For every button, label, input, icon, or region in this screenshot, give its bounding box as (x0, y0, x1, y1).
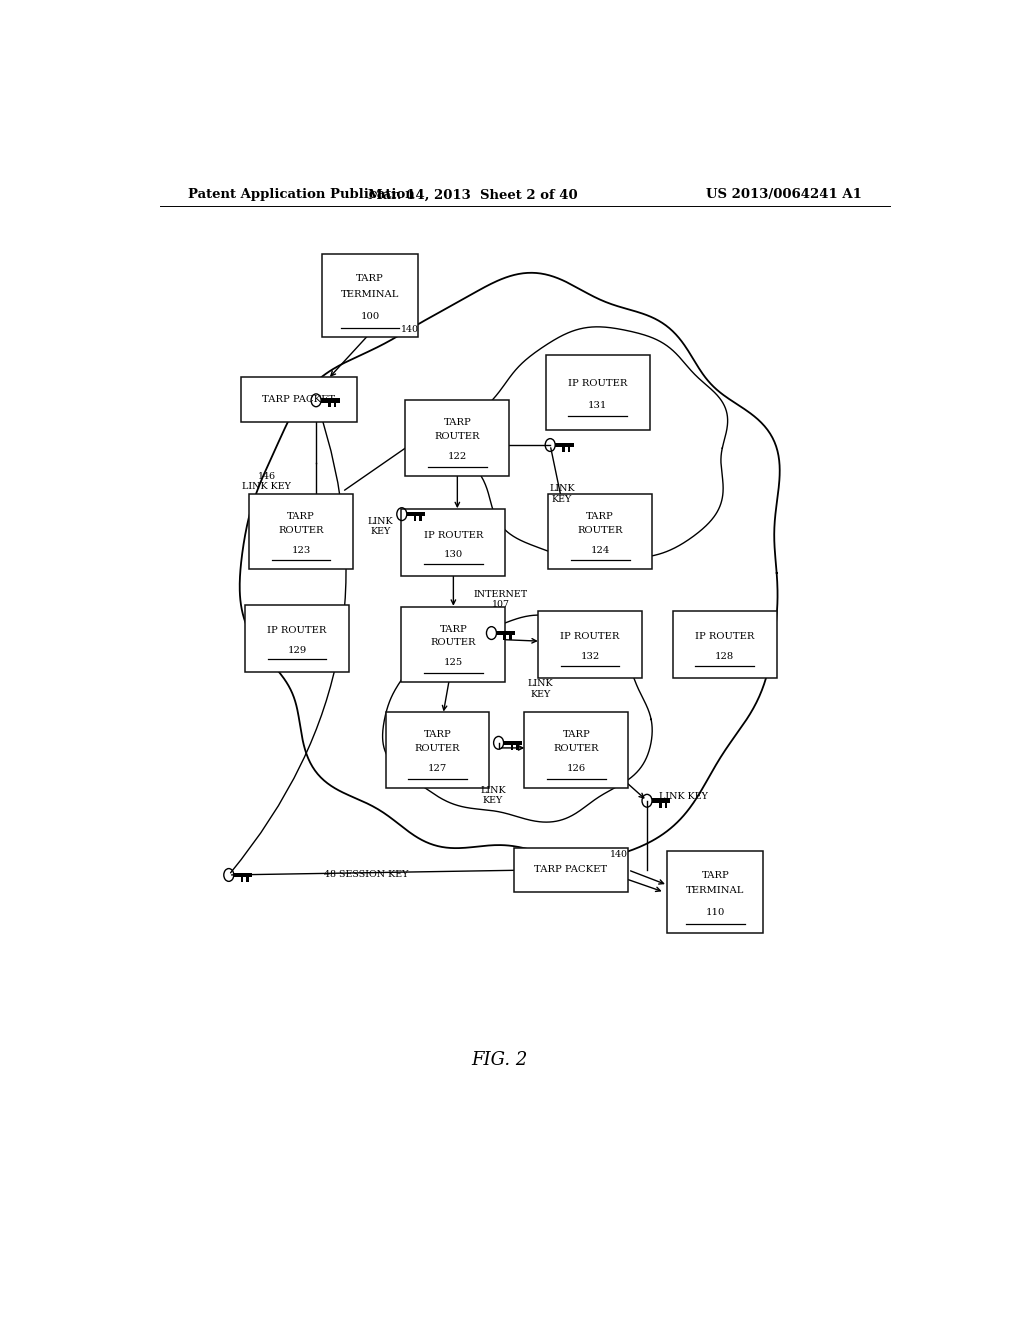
Text: TARP PACKET: TARP PACKET (535, 866, 607, 874)
Text: 140: 140 (609, 850, 628, 859)
FancyBboxPatch shape (420, 516, 422, 521)
FancyArrowPatch shape (452, 574, 456, 605)
Text: 130: 130 (443, 550, 463, 560)
Text: TARP PACKET: TARP PACKET (262, 395, 335, 404)
Text: 123: 123 (292, 545, 310, 554)
Text: 126: 126 (567, 764, 586, 774)
Text: ROUTER: ROUTER (434, 432, 480, 441)
Text: INTERNET
107: INTERNET 107 (474, 590, 528, 610)
Text: IP ROUTER: IP ROUTER (568, 379, 628, 388)
Text: FIG. 2: FIG. 2 (471, 1051, 527, 1069)
Text: TARP: TARP (562, 730, 590, 739)
FancyArrowPatch shape (442, 681, 449, 710)
FancyBboxPatch shape (516, 744, 519, 750)
FancyArrowPatch shape (344, 441, 417, 490)
Text: 128: 128 (715, 652, 734, 661)
Text: 140: 140 (400, 325, 419, 334)
FancyBboxPatch shape (322, 255, 418, 337)
FancyArrowPatch shape (551, 447, 563, 502)
Text: IP ROUTER: IP ROUTER (267, 626, 327, 635)
Text: 122: 122 (447, 451, 467, 461)
Text: IP ROUTER: IP ROUTER (695, 632, 755, 642)
FancyArrowPatch shape (455, 474, 460, 507)
FancyBboxPatch shape (668, 851, 763, 933)
FancyArrowPatch shape (502, 746, 523, 750)
Text: LINK
KEY: LINK KEY (549, 484, 574, 503)
Text: LINK
KEY: LINK KEY (368, 516, 393, 536)
FancyBboxPatch shape (334, 403, 336, 407)
Text: TERMINAL: TERMINAL (686, 886, 744, 895)
Text: LINK
KEY: LINK KEY (480, 785, 506, 805)
FancyArrowPatch shape (612, 770, 644, 797)
FancyBboxPatch shape (514, 847, 628, 892)
Text: 125: 125 (443, 659, 463, 668)
Text: TARP: TARP (287, 512, 314, 520)
FancyArrowPatch shape (331, 335, 369, 376)
FancyBboxPatch shape (406, 400, 509, 475)
Text: 124: 124 (591, 545, 610, 554)
FancyBboxPatch shape (548, 494, 652, 569)
Text: IP ROUTER: IP ROUTER (424, 531, 483, 540)
Text: 110: 110 (706, 908, 725, 917)
Text: 132: 132 (581, 652, 599, 661)
FancyBboxPatch shape (562, 447, 565, 451)
Text: ROUTER: ROUTER (554, 744, 599, 754)
Text: US 2013/0064241 A1: US 2013/0064241 A1 (707, 189, 862, 202)
Text: Mar. 14, 2013  Sheet 2 of 40: Mar. 14, 2013 Sheet 2 of 40 (369, 189, 578, 202)
Text: Patent Application Publication: Patent Application Publication (187, 189, 415, 202)
FancyBboxPatch shape (245, 605, 349, 672)
FancyBboxPatch shape (385, 713, 489, 788)
Text: TARP: TARP (356, 275, 384, 284)
Text: TARP: TARP (424, 730, 452, 739)
FancyBboxPatch shape (665, 803, 668, 808)
FancyBboxPatch shape (414, 516, 417, 521)
FancyBboxPatch shape (497, 631, 515, 635)
Text: TERMINAL: TERMINAL (341, 289, 399, 298)
FancyBboxPatch shape (504, 741, 522, 744)
FancyBboxPatch shape (233, 873, 252, 878)
FancyBboxPatch shape (401, 510, 506, 576)
FancyBboxPatch shape (652, 799, 671, 803)
Text: 127: 127 (428, 764, 447, 774)
Text: TARP: TARP (439, 624, 467, 634)
Text: TARP: TARP (587, 512, 614, 520)
FancyBboxPatch shape (249, 494, 353, 569)
FancyArrowPatch shape (230, 403, 346, 873)
FancyBboxPatch shape (538, 611, 642, 677)
Text: ROUTER: ROUTER (578, 525, 623, 535)
FancyBboxPatch shape (509, 635, 512, 640)
Text: ROUTER: ROUTER (415, 744, 460, 754)
FancyBboxPatch shape (247, 878, 249, 882)
FancyBboxPatch shape (511, 744, 513, 750)
FancyBboxPatch shape (659, 803, 662, 808)
Text: IP ROUTER: IP ROUTER (560, 632, 620, 642)
Text: TARP: TARP (701, 871, 729, 880)
Text: LINK KEY: LINK KEY (659, 792, 708, 801)
FancyBboxPatch shape (328, 403, 331, 407)
Text: ROUTER: ROUTER (279, 525, 324, 535)
FancyBboxPatch shape (555, 442, 573, 447)
Text: LINK
KEY: LINK KEY (527, 680, 554, 698)
FancyBboxPatch shape (567, 447, 570, 451)
FancyBboxPatch shape (241, 878, 244, 882)
FancyBboxPatch shape (241, 378, 356, 421)
FancyBboxPatch shape (524, 713, 629, 788)
Text: 48 SESSION KEY: 48 SESSION KEY (324, 870, 409, 879)
Text: 100: 100 (360, 312, 380, 321)
FancyArrowPatch shape (631, 871, 664, 884)
FancyArrowPatch shape (603, 871, 660, 891)
FancyBboxPatch shape (407, 512, 425, 516)
FancyBboxPatch shape (546, 355, 650, 430)
Text: 131: 131 (588, 401, 607, 411)
Text: 129: 129 (288, 645, 306, 655)
FancyArrowPatch shape (231, 867, 537, 875)
Text: 146
LINK KEY: 146 LINK KEY (243, 473, 291, 491)
FancyArrowPatch shape (495, 639, 537, 643)
Text: TARP: TARP (443, 418, 471, 428)
FancyBboxPatch shape (504, 635, 506, 640)
Text: ROUTER: ROUTER (431, 639, 476, 647)
FancyBboxPatch shape (401, 607, 506, 682)
FancyBboxPatch shape (322, 399, 340, 403)
FancyBboxPatch shape (673, 611, 777, 677)
